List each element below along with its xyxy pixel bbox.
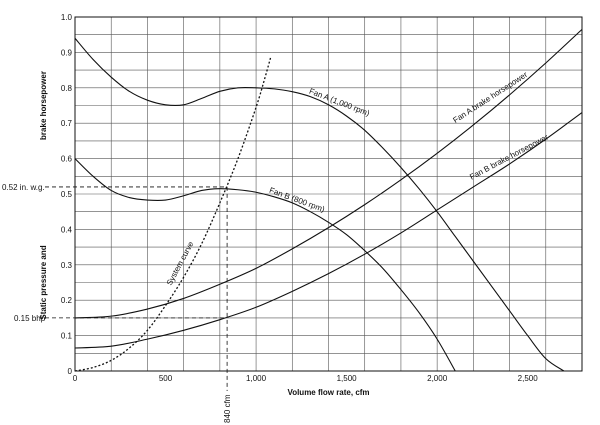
fan-a-pressure-label: Fan A (1,000 rpm): [308, 87, 371, 118]
x-tick-label: 2,000: [427, 374, 448, 383]
series-curves: [74, 28, 583, 372]
y-tick-label: 0.2: [61, 296, 73, 305]
y-tick-label: 0.1: [61, 332, 73, 341]
y-tick-label: 0: [68, 367, 73, 376]
plot-frame: [74, 16, 583, 372]
y-tick-label: 0.5: [61, 190, 73, 199]
tick-labels: 0 0.1 0.2 0.3 0.4 0.5 0.6 0.7 0.8 0.9 1.0 0 500 1,000…: [61, 13, 538, 383]
pressure-annotation: 0.52 in. w.g.: [2, 183, 45, 192]
x-axis-label: Volume flow rate, cfm: [287, 388, 369, 397]
y-axis-label-line2: brake horsepower: [39, 71, 48, 140]
x-tick-label: 0: [73, 374, 78, 383]
fan-a-bhp-label: Fan A brake horsepower: [451, 70, 529, 125]
x-tick-label: 1,000: [246, 374, 267, 383]
fan-b-bhp-curve: [74, 112, 583, 349]
y-tick-label: 0.6: [61, 155, 73, 164]
y-tick-label: 0.9: [61, 48, 73, 57]
grid: [75, 17, 582, 371]
y-tick-label: 0.4: [61, 225, 73, 234]
series-labels: Fan A (1,000 rpm) Fan B (800 rpm) Fan A br…: [165, 70, 550, 287]
y-tick-label: 0.8: [61, 84, 73, 93]
y-tick-label: 0.7: [61, 119, 73, 128]
system-curve: [74, 57, 272, 372]
flow-annotation: 840 cfm: [223, 394, 232, 423]
annotations: 0.52 in. w.g. 0.15 bhp 840 cfm: [2, 183, 232, 423]
x-tick-label: 1,500: [337, 374, 358, 383]
x-tick-label: 500: [159, 374, 173, 383]
fan-b-pressure-curve: [74, 158, 456, 372]
y-tick-label: 1.0: [61, 13, 73, 22]
fan-a-bhp-curve: [74, 28, 583, 319]
x-tick-label: 2,500: [518, 374, 539, 383]
fan-a-pressure-curve: [74, 37, 565, 372]
bhp-annotation: 0.15 bhp: [14, 314, 46, 323]
fan-b-pressure-label: Fan B (800 rpm): [268, 186, 326, 214]
y-tick-label: 0.3: [61, 261, 73, 270]
fan-b-bhp-label: Fan B brake horsepower: [468, 132, 550, 181]
y-axis-label-line1: Static pressure and: [39, 245, 48, 319]
